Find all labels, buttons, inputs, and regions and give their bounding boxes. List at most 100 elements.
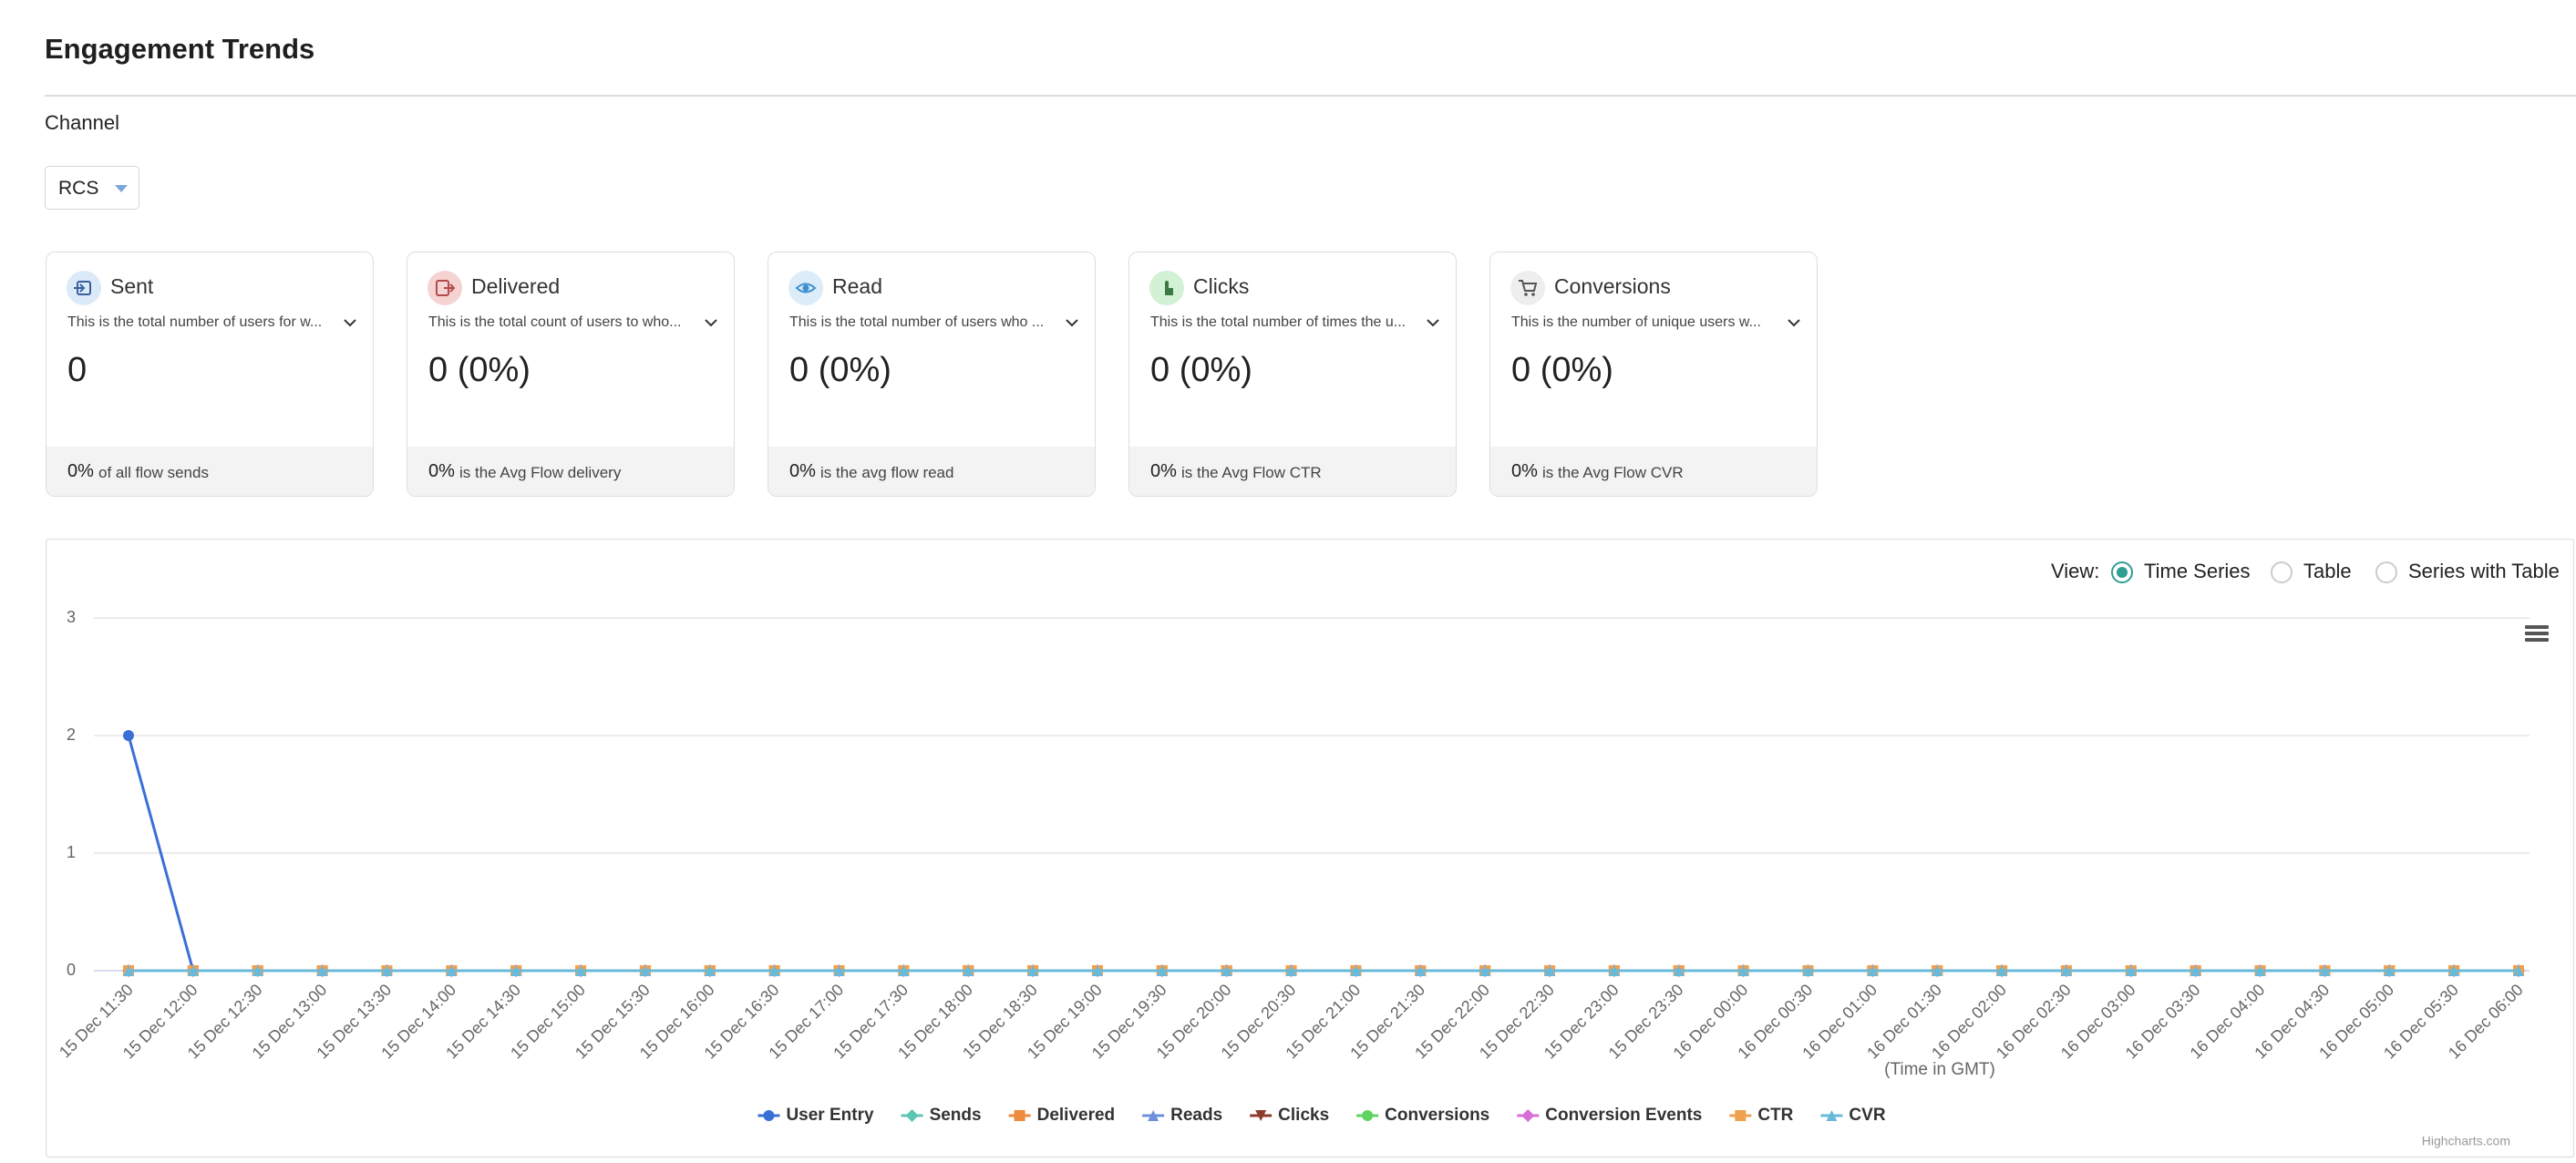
legend-label: Clicks [1278, 1106, 1329, 1125]
legend-item[interactable]: CTR [1729, 1106, 1794, 1125]
data-point [1932, 965, 1943, 976]
data-point [510, 965, 522, 976]
view-option[interactable]: Table [2303, 560, 2352, 582]
expand-chevron[interactable] [344, 318, 356, 327]
data-point [2254, 965, 2266, 976]
legend-item[interactable]: Sends [901, 1106, 982, 1125]
credits: Highcharts.com [2422, 1134, 2510, 1148]
metric-card: Clicks This is the total number of times … [1128, 252, 1457, 497]
expand-chevron[interactable] [1427, 318, 1439, 327]
legend-label: Conversions [1385, 1106, 1489, 1125]
legend-item[interactable]: Conversions [1356, 1106, 1489, 1125]
card-description: This is the total number of users for w.… [67, 314, 323, 330]
card-footer: 0% is the Avg Flow delivery [407, 447, 734, 496]
data-point [1802, 965, 1814, 976]
data-point [2319, 965, 2331, 976]
legend-label: Conversion Events [1545, 1106, 1702, 1125]
legend-symbol [1255, 1110, 1267, 1121]
footer-value: 0% [428, 461, 455, 481]
data-point [1544, 965, 1556, 976]
view-radio-dot [2117, 567, 2128, 578]
legend-item[interactable]: User Entry [757, 1106, 874, 1125]
data-point [1996, 965, 2008, 976]
card-value: 0 (0%) [789, 351, 891, 389]
data-point [1221, 965, 1232, 976]
y-tick-label: 3 [67, 608, 76, 626]
legend-item[interactable]: Reads [1142, 1106, 1222, 1125]
data-point [1285, 965, 1297, 976]
view-radio[interactable] [2375, 561, 2397, 583]
data-point [1737, 965, 1749, 976]
footer-value: 0% [1150, 461, 1177, 481]
data-point [1350, 965, 1362, 976]
expand-chevron[interactable] [1066, 318, 1078, 327]
data-point [1415, 965, 1427, 976]
data-point [1091, 965, 1103, 976]
view-radio[interactable] [2271, 561, 2293, 583]
legend-label: Reads [1170, 1106, 1222, 1125]
card-value: 0 (0%) [1511, 351, 1613, 389]
data-point [639, 965, 651, 976]
legend-item[interactable]: Conversion Events [1517, 1106, 1702, 1125]
filter-label: Channel [45, 111, 119, 134]
legend-symbol [1362, 1110, 1374, 1121]
card-description: This is the total count of users to who.… [428, 314, 682, 330]
card-footer: 0% is the Avg Flow CTR [1129, 447, 1456, 496]
data-point [833, 965, 845, 976]
card-footer: 0% is the Avg Flow CVR [1490, 447, 1817, 496]
card-label: Read [832, 274, 882, 298]
card-value: 0 [67, 351, 88, 389]
legend-item[interactable]: CVR [1820, 1106, 1886, 1125]
card-footer: 0% of all flow sends [46, 447, 373, 496]
card-description: This is the total number of times the u.… [1150, 314, 1406, 330]
footer-value: 0% [789, 461, 816, 481]
legend-item[interactable]: Clicks [1250, 1106, 1329, 1125]
legend-label: CTR [1757, 1106, 1793, 1125]
card-footer: 0% is the avg flow read [768, 447, 1095, 496]
expand-chevron[interactable] [705, 318, 717, 327]
data-point [2125, 965, 2137, 976]
data-point [123, 730, 134, 741]
card-value: 0 (0%) [1150, 351, 1252, 389]
footer-text: is the Avg Flow delivery [459, 464, 622, 481]
channel-dropdown[interactable]: RCS [45, 166, 139, 210]
data-point [1608, 965, 1620, 976]
card-icon [788, 271, 823, 305]
y-tick-label: 1 [67, 843, 76, 861]
footer-text: is the Avg Flow CVR [1542, 464, 1684, 481]
metric-card: Delivered This is the total count of user… [407, 252, 735, 497]
card-value: 0 (0%) [428, 351, 531, 389]
data-point [963, 965, 974, 976]
legend-item[interactable]: Delivered [1008, 1106, 1116, 1125]
footer-text: of all flow sends [98, 464, 209, 481]
metric-card: Read This is the total number of users wh… [768, 252, 1096, 497]
divider [45, 95, 2576, 97]
legend-symbol [763, 1110, 775, 1121]
data-point [123, 965, 134, 976]
legend-label: Sends [930, 1106, 982, 1125]
data-point [316, 965, 328, 976]
y-tick-label: 2 [67, 726, 76, 744]
card-label: Sent [110, 274, 154, 298]
card-description: This is the number of unique users w... [1511, 314, 1761, 330]
menu-icon-bar [2525, 638, 2549, 642]
data-point [704, 965, 716, 976]
data-point [2384, 965, 2396, 976]
data-point [2513, 965, 2524, 976]
card-label: Clicks [1193, 274, 1250, 298]
view-option[interactable]: Series with Table [2408, 560, 2560, 582]
data-point [381, 965, 393, 976]
expand-chevron[interactable] [1788, 318, 1800, 327]
card-icon [428, 271, 462, 305]
view-option[interactable]: Time Series [2144, 560, 2251, 582]
data-point [1479, 965, 1491, 976]
data-point [2448, 965, 2460, 976]
legend-symbol [1148, 1110, 1159, 1121]
legend-label: CVR [1849, 1106, 1885, 1125]
dropdown-value: RCS [58, 178, 99, 199]
data-point [1156, 965, 1168, 976]
card-icon [1510, 271, 1545, 305]
card-icon [67, 271, 101, 305]
legend-label: Delivered [1037, 1106, 1116, 1125]
